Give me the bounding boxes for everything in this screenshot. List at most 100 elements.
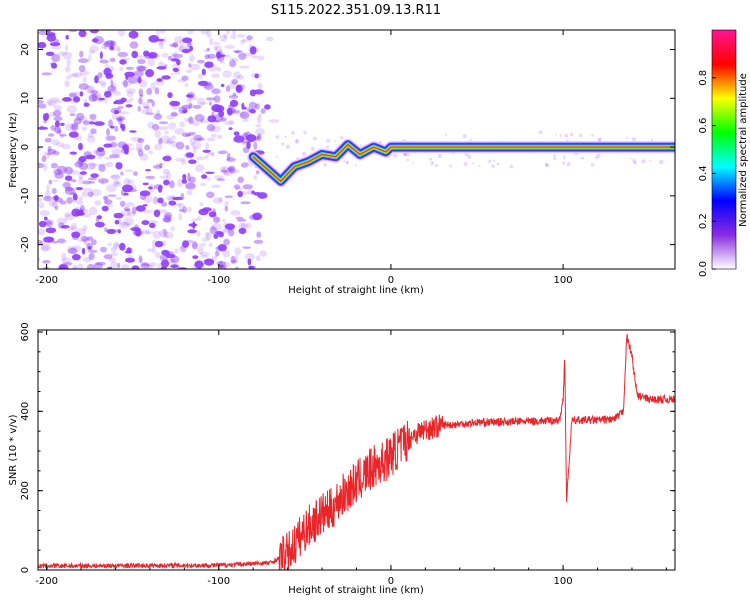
noise-blob: [219, 166, 227, 172]
noise-blob: [79, 91, 84, 97]
noise-blob: [200, 118, 206, 124]
noise-blob: [129, 130, 137, 133]
noise-blob: [254, 137, 259, 141]
noise-blob: [185, 133, 192, 137]
noise-blob: [168, 122, 177, 130]
noise-blob: [206, 47, 211, 52]
noise-blob: [110, 174, 120, 179]
noise-blob: [54, 172, 64, 179]
noise-blob: [119, 242, 126, 251]
noise-blob: [161, 52, 169, 58]
noise-blob: [213, 95, 221, 103]
noise-blob: [206, 176, 211, 181]
noise-blob: [204, 54, 210, 60]
noise-blob: [221, 166, 233, 174]
noise-blob: [242, 106, 247, 110]
noise-blob: [229, 80, 237, 89]
noise-blob: [218, 110, 225, 118]
noise-blob: [163, 214, 172, 223]
noise-blob: [69, 151, 78, 155]
noise-blob: [144, 144, 151, 151]
snr-series-line: [38, 333, 675, 570]
noise-blob: [191, 218, 198, 222]
noise-blob: [188, 131, 196, 136]
noise-blob: [71, 246, 77, 254]
noise-blob: [108, 242, 112, 247]
noise-blob: [114, 219, 120, 225]
noise-blob: [449, 164, 453, 168]
noise-blob: [88, 162, 96, 170]
noise-blob: [633, 161, 637, 165]
noise-blob: [78, 162, 89, 171]
noise-blob: [65, 123, 76, 132]
noise-blob: [242, 246, 252, 249]
noise-blob: [192, 104, 202, 109]
noise-blob: [192, 255, 199, 259]
noise-blob: [163, 179, 170, 186]
noise-blob: [181, 178, 187, 184]
noise-blob: [229, 60, 237, 68]
noise-blob: [145, 175, 156, 180]
noise-blob: [185, 69, 193, 73]
x-tick-label: -200: [35, 576, 58, 587]
noise-blob: [248, 265, 256, 269]
noise-blob: [253, 216, 261, 220]
noise-blob: [156, 109, 160, 117]
noise-blob: [99, 59, 109, 64]
noise-blob: [359, 144, 362, 147]
x-tick-label: 0: [388, 275, 394, 286]
noise-blob: [143, 194, 152, 203]
noise-blob: [93, 36, 104, 45]
spectrum-ridge: [247, 138, 675, 188]
noise-blob: [256, 133, 262, 142]
noise-blob: [215, 250, 220, 257]
noise-blob: [236, 110, 241, 114]
noise-blob: [40, 245, 50, 252]
noise-blob: [54, 38, 60, 45]
noise-blob: [185, 182, 196, 190]
noise-blob: [52, 240, 58, 244]
noise-blob: [160, 135, 172, 144]
noise-blob: [241, 118, 250, 122]
colorbar-tick-label: 0.0: [698, 261, 709, 277]
noise-blob: [99, 80, 107, 86]
noise-blob: [111, 148, 123, 156]
noise-blob: [155, 163, 166, 166]
noise-blob: [148, 186, 153, 190]
noise-blob: [207, 152, 214, 156]
noise-blob: [90, 128, 97, 135]
noise-blob: [170, 258, 176, 263]
noise-blob: [98, 178, 109, 184]
noise-blob: [254, 73, 259, 79]
noise-blob: [49, 42, 61, 47]
noise-blob: [87, 236, 94, 241]
noise-blob: [159, 30, 166, 34]
noise-blob: [166, 140, 174, 144]
noise-blob: [38, 41, 47, 49]
noise-blob: [255, 255, 261, 262]
noise-blob: [120, 171, 124, 176]
noise-blob: [121, 264, 130, 269]
noise-blob: [139, 257, 144, 265]
noise-blob: [76, 200, 84, 205]
noise-blob: [237, 176, 244, 184]
noise-blob: [220, 117, 227, 122]
noise-blob: [194, 114, 205, 122]
noise-blob: [199, 102, 208, 105]
noise-blob: [124, 169, 134, 172]
noise-blob: [220, 83, 225, 88]
noise-blob: [43, 195, 52, 202]
noise-blob: [94, 200, 101, 206]
noise-blob: [205, 97, 216, 101]
noise-blob: [246, 134, 257, 143]
noise-blob: [172, 196, 183, 201]
noise-blob: [198, 208, 209, 216]
noise-blob: [88, 50, 96, 55]
noise-blob: [196, 216, 202, 222]
noise-blob: [215, 45, 223, 54]
noise-blob: [78, 83, 90, 90]
noise-blob: [178, 208, 185, 213]
noise-blob: [93, 262, 103, 269]
noise-blob: [72, 193, 78, 201]
noise-blob: [74, 161, 84, 168]
